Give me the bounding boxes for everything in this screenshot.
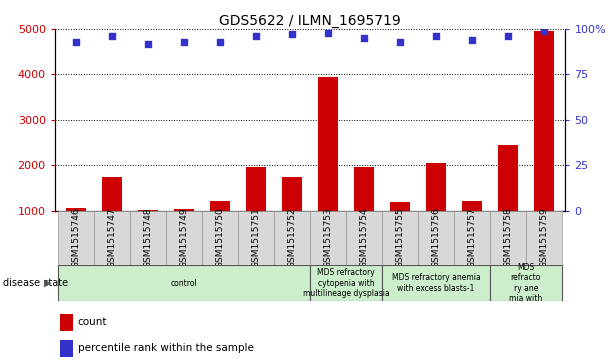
FancyBboxPatch shape xyxy=(382,265,490,301)
FancyBboxPatch shape xyxy=(382,211,418,265)
Text: MDS refractory
cytopenia with
multilineage dysplasia: MDS refractory cytopenia with multilinea… xyxy=(303,268,389,298)
FancyBboxPatch shape xyxy=(94,211,130,265)
FancyBboxPatch shape xyxy=(202,211,238,265)
Bar xyxy=(426,163,446,256)
Bar xyxy=(174,209,194,256)
Text: GSM1515747: GSM1515747 xyxy=(108,207,117,268)
Point xyxy=(467,37,477,43)
Text: GSM1515756: GSM1515756 xyxy=(432,207,440,268)
Point xyxy=(143,41,153,46)
Bar xyxy=(66,208,86,256)
Bar xyxy=(498,145,518,256)
Point xyxy=(179,39,189,45)
Point xyxy=(215,39,225,45)
Text: count: count xyxy=(78,317,107,327)
FancyBboxPatch shape xyxy=(490,265,562,301)
Point xyxy=(539,28,549,34)
FancyBboxPatch shape xyxy=(58,265,310,301)
Point xyxy=(323,30,333,36)
FancyBboxPatch shape xyxy=(454,211,490,265)
Text: GSM1515750: GSM1515750 xyxy=(216,207,225,268)
FancyBboxPatch shape xyxy=(274,211,310,265)
Point xyxy=(359,35,369,41)
FancyBboxPatch shape xyxy=(418,211,454,265)
FancyBboxPatch shape xyxy=(310,265,382,301)
Text: GSM1515754: GSM1515754 xyxy=(359,207,368,268)
FancyBboxPatch shape xyxy=(166,211,202,265)
FancyBboxPatch shape xyxy=(310,211,346,265)
Point xyxy=(503,33,513,39)
Text: GSM1515753: GSM1515753 xyxy=(323,207,333,268)
Text: percentile rank within the sample: percentile rank within the sample xyxy=(78,343,254,354)
Text: control: control xyxy=(171,279,198,287)
Bar xyxy=(139,209,158,256)
FancyBboxPatch shape xyxy=(238,211,274,265)
Point xyxy=(108,33,117,39)
Point xyxy=(431,33,441,39)
Bar xyxy=(390,203,410,256)
FancyBboxPatch shape xyxy=(490,211,526,265)
Bar xyxy=(210,201,230,256)
Bar xyxy=(354,167,374,256)
Title: GDS5622 / ILMN_1695719: GDS5622 / ILMN_1695719 xyxy=(219,14,401,28)
Text: GSM1515751: GSM1515751 xyxy=(252,207,261,268)
Bar xyxy=(60,314,72,331)
Text: GSM1515759: GSM1515759 xyxy=(539,207,548,268)
Point xyxy=(395,39,405,45)
Text: MDS refractory anemia
with excess blasts-1: MDS refractory anemia with excess blasts… xyxy=(392,273,480,293)
Text: GSM1515757: GSM1515757 xyxy=(468,207,477,268)
Text: GSM1515748: GSM1515748 xyxy=(143,207,153,268)
FancyBboxPatch shape xyxy=(346,211,382,265)
Text: GSM1515752: GSM1515752 xyxy=(288,207,297,268)
Point xyxy=(71,39,81,45)
Text: GSM1515755: GSM1515755 xyxy=(395,207,404,268)
Text: ▶: ▶ xyxy=(44,278,52,288)
FancyBboxPatch shape xyxy=(526,211,562,265)
Bar xyxy=(246,167,266,256)
Point xyxy=(287,32,297,37)
Bar xyxy=(318,77,338,256)
Point xyxy=(251,33,261,39)
FancyBboxPatch shape xyxy=(58,211,94,265)
Bar xyxy=(282,176,302,256)
FancyBboxPatch shape xyxy=(130,211,166,265)
Bar xyxy=(60,340,72,357)
Text: GSM1515749: GSM1515749 xyxy=(180,207,188,268)
Text: GSM1515746: GSM1515746 xyxy=(72,207,81,268)
Bar xyxy=(534,31,554,256)
Bar xyxy=(462,200,482,256)
Text: MDS
refracto
ry ane
mia with: MDS refracto ry ane mia with xyxy=(510,263,542,303)
Bar xyxy=(102,176,122,256)
Text: disease state: disease state xyxy=(3,278,68,288)
Text: GSM1515758: GSM1515758 xyxy=(503,207,513,268)
